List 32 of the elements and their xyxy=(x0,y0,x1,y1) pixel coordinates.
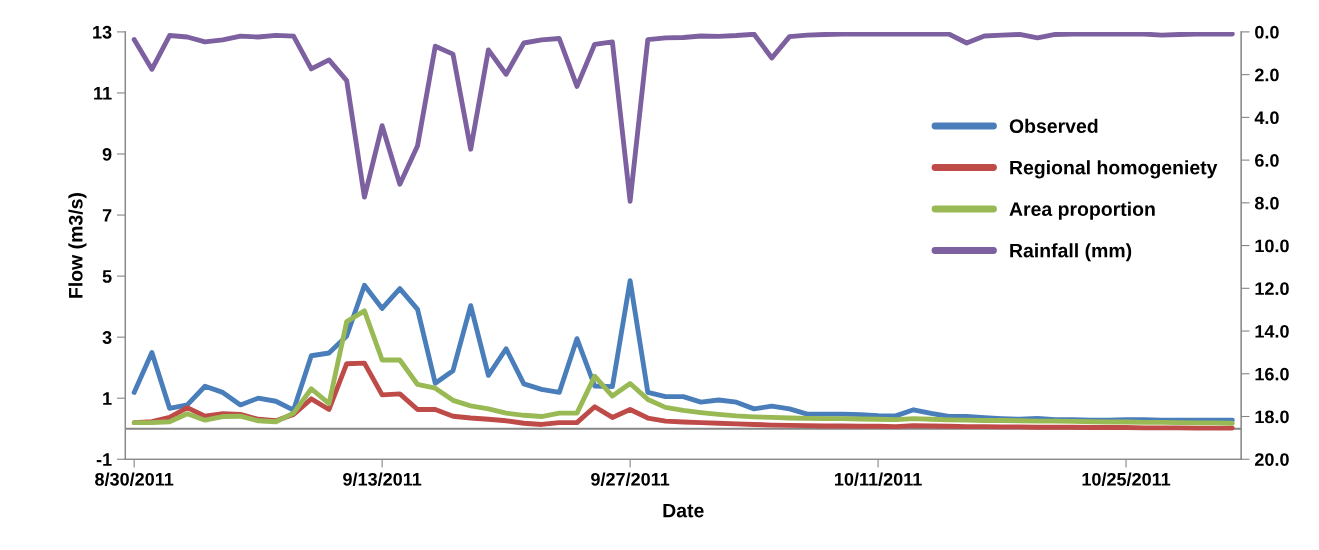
y-tick-label: -1 xyxy=(96,453,112,466)
x-tick-label: 10/11/2011 xyxy=(835,472,922,486)
y2-tick-label: 8.0 xyxy=(1254,196,1279,210)
y2-tick-label: 4.0 xyxy=(1254,111,1279,125)
x-tick-label: 9/27/2011 xyxy=(591,472,670,486)
y2-tick-label: 18.0 xyxy=(1255,410,1289,424)
x-axis-title: Date xyxy=(663,503,704,518)
y-tick-label: 3 xyxy=(102,331,112,344)
y-tick-label: 13 xyxy=(93,25,112,39)
x-tick-label: 8/30/2011 xyxy=(95,472,174,486)
x-tick-label: 9/13/2011 xyxy=(343,472,422,486)
legend-label: Observed xyxy=(1009,118,1098,134)
legend-label: Area proportion xyxy=(1009,201,1155,220)
legend-label: Rainfall (mm) xyxy=(1010,243,1132,262)
y2-tick-label: 2.0 xyxy=(1255,68,1279,82)
line-series xyxy=(131,308,1235,426)
y2-tick-label: 10.0 xyxy=(1255,239,1289,253)
line-series xyxy=(131,360,1235,431)
y-tick-label: 11 xyxy=(94,87,112,100)
y2-tick-label: 16.0 xyxy=(1255,367,1289,381)
y-tick-label: 7 xyxy=(102,209,112,222)
y2-tick-label: 6.0 xyxy=(1255,154,1279,167)
y-tick-label: 9 xyxy=(102,147,112,161)
legend-label: Regional homogeniety xyxy=(1010,160,1218,179)
y2-tick-label: 0.0 xyxy=(1255,25,1279,39)
y2-tick-label: 20.0 xyxy=(1255,453,1289,466)
y-axis-title: Flow (m3/s) xyxy=(68,193,87,298)
y2-tick-label: 12.0 xyxy=(1255,282,1289,296)
x-tick-label: 10/25/2011 xyxy=(1082,472,1171,486)
y-tick-label: 5 xyxy=(102,270,112,283)
y-tick-label: 1 xyxy=(103,392,112,405)
y2-tick-label: 14.0 xyxy=(1255,324,1289,338)
